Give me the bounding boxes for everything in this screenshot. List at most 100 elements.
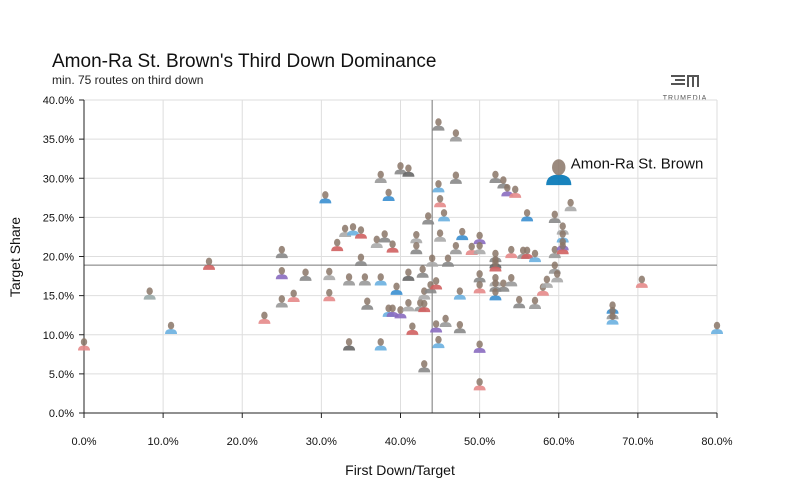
player-face: [381, 230, 388, 238]
player-jersey: [438, 216, 451, 222]
y-tick-label: 0.0%: [49, 408, 74, 420]
player-face: [492, 274, 499, 282]
player-jersey: [422, 219, 435, 225]
player-jersey: [354, 260, 367, 266]
data-point: [473, 231, 486, 245]
data-point: [390, 282, 403, 295]
data-point: [473, 270, 486, 283]
data-point: [430, 277, 443, 290]
player-face: [435, 180, 442, 188]
player-jersey: [386, 247, 399, 253]
player-face: [302, 268, 309, 277]
data-point: [711, 321, 723, 335]
player-face: [559, 230, 566, 238]
player-jersey: [343, 345, 356, 351]
player-face: [500, 176, 507, 184]
player-face: [476, 270, 483, 278]
data-point: [343, 273, 356, 286]
data-point: [319, 191, 332, 204]
y-tick-label: 5.0%: [49, 369, 74, 381]
player-jersey: [382, 196, 395, 202]
player-jersey: [509, 192, 522, 198]
player-face: [452, 129, 460, 137]
player-face: [476, 340, 483, 349]
data-point: [394, 162, 407, 175]
player-face: [512, 185, 519, 194]
player-jersey: [711, 329, 723, 335]
player-jersey: [449, 136, 462, 142]
player-face: [377, 273, 384, 281]
player-jersey: [489, 178, 502, 184]
chart-title: Amon-Ra St. Brown's Third Down Dominance: [52, 51, 437, 72]
player-jersey: [456, 235, 469, 241]
data-points: [78, 118, 723, 391]
player-face: [515, 295, 523, 304]
player-face: [442, 314, 449, 323]
player-face: [278, 245, 286, 254]
y-tick-label: 15.0%: [43, 291, 74, 303]
player-jersey: [540, 282, 553, 288]
player-jersey: [434, 236, 447, 242]
player-jersey: [378, 237, 391, 243]
player-jersey: [473, 347, 486, 353]
data-point: [386, 304, 399, 317]
player-face: [476, 231, 483, 240]
data-point: [275, 245, 288, 259]
player-face: [492, 279, 499, 288]
data-point: [529, 249, 542, 263]
player-jersey: [430, 284, 443, 290]
player-face: [459, 227, 466, 236]
player-jersey: [394, 313, 407, 319]
player-face: [609, 301, 616, 310]
data-point: [521, 246, 534, 259]
y-axis-label: Target Share: [7, 217, 23, 297]
player-jersey: [441, 261, 454, 267]
player-face: [609, 306, 616, 315]
player-face: [456, 287, 464, 295]
player-jersey: [402, 275, 415, 281]
player-face: [476, 378, 483, 386]
player-jersey: [453, 328, 466, 334]
player-jersey: [473, 239, 486, 245]
player-face: [504, 184, 511, 192]
player-face: [435, 118, 442, 126]
player-jersey: [505, 253, 518, 259]
data-point: [418, 299, 431, 313]
player-face: [492, 259, 499, 267]
player-jersey: [410, 249, 423, 255]
player-face: [559, 241, 566, 250]
data-point: [489, 288, 502, 301]
data-point: [323, 288, 336, 302]
highlight-point: [546, 159, 572, 186]
player-face: [364, 297, 371, 306]
player-face: [261, 311, 268, 320]
data-point: [402, 299, 415, 312]
player-face: [551, 245, 558, 254]
x-tick-label: 0.0%: [71, 436, 96, 448]
player-face: [508, 274, 515, 282]
player-jersey: [275, 274, 288, 280]
player-face: [334, 238, 341, 247]
data-point: [505, 274, 518, 287]
player-face: [322, 191, 329, 199]
data-point: [449, 171, 462, 184]
player-jersey: [361, 304, 374, 310]
data-point: [78, 338, 90, 351]
player-jersey: [548, 217, 561, 223]
data-point: [406, 322, 419, 335]
data-point: [275, 295, 288, 308]
player-jersey: [536, 290, 549, 296]
player-face: [341, 224, 349, 233]
player-face: [551, 261, 558, 270]
player-face: [476, 281, 483, 289]
player-jersey: [203, 264, 216, 270]
player-jersey: [426, 261, 439, 267]
player-face: [492, 249, 499, 258]
player-face: [349, 223, 357, 231]
player-jersey: [343, 280, 356, 286]
player-jersey: [497, 286, 510, 292]
player-face: [638, 275, 646, 284]
player-jersey: [473, 249, 486, 255]
data-point: [449, 241, 462, 255]
player-jersey: [374, 178, 387, 184]
